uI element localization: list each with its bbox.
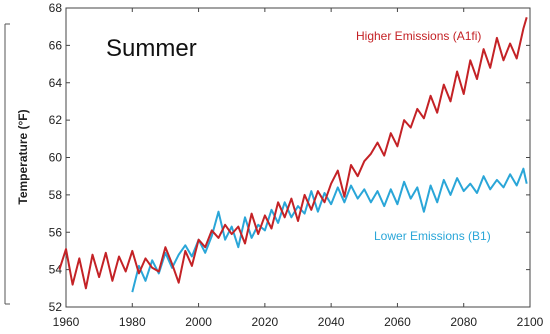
x-tick-labels: 1960 1980 2000 2020 2040 2060 2080 2100 bbox=[53, 315, 544, 329]
legend-label-lower-emissions: Lower Emissions (B1) bbox=[374, 229, 491, 243]
x-tick-label: 2060 bbox=[384, 315, 411, 329]
y-tick-label: 58 bbox=[49, 188, 63, 202]
y-tick-label: 66 bbox=[49, 38, 63, 52]
series-lines bbox=[58, 17, 528, 293]
y-tick-label: 52 bbox=[49, 300, 63, 314]
plot-frame bbox=[65, 7, 531, 308]
y-tick-label: 60 bbox=[49, 151, 63, 165]
x-tick-label: 1980 bbox=[119, 315, 146, 329]
x-tick-label: 1960 bbox=[53, 315, 80, 329]
series-line-higher-emissions bbox=[58, 17, 528, 290]
x-tick-label: 2100 bbox=[517, 315, 544, 329]
season-label: Summer bbox=[106, 35, 197, 62]
x-tick-label: 2020 bbox=[252, 315, 279, 329]
left-bracket bbox=[4, 23, 10, 305]
y-axis-title: Temperature (°F) bbox=[16, 109, 30, 204]
y-tick-labels: 52 54 56 58 60 62 64 66 68 bbox=[49, 1, 63, 314]
x-tick-label: 2000 bbox=[185, 315, 212, 329]
y-tick-label: 56 bbox=[49, 225, 63, 239]
x-tick-label: 2040 bbox=[318, 315, 345, 329]
x-tick-label: 2080 bbox=[450, 315, 477, 329]
y-tick-label: 62 bbox=[49, 113, 63, 127]
y-tick-label: 64 bbox=[49, 76, 63, 90]
y-tick-label: 54 bbox=[49, 263, 63, 277]
y-tick-label: 68 bbox=[49, 1, 63, 15]
legend-label-higher-emissions: Higher Emissions (A1fi) bbox=[356, 29, 481, 43]
